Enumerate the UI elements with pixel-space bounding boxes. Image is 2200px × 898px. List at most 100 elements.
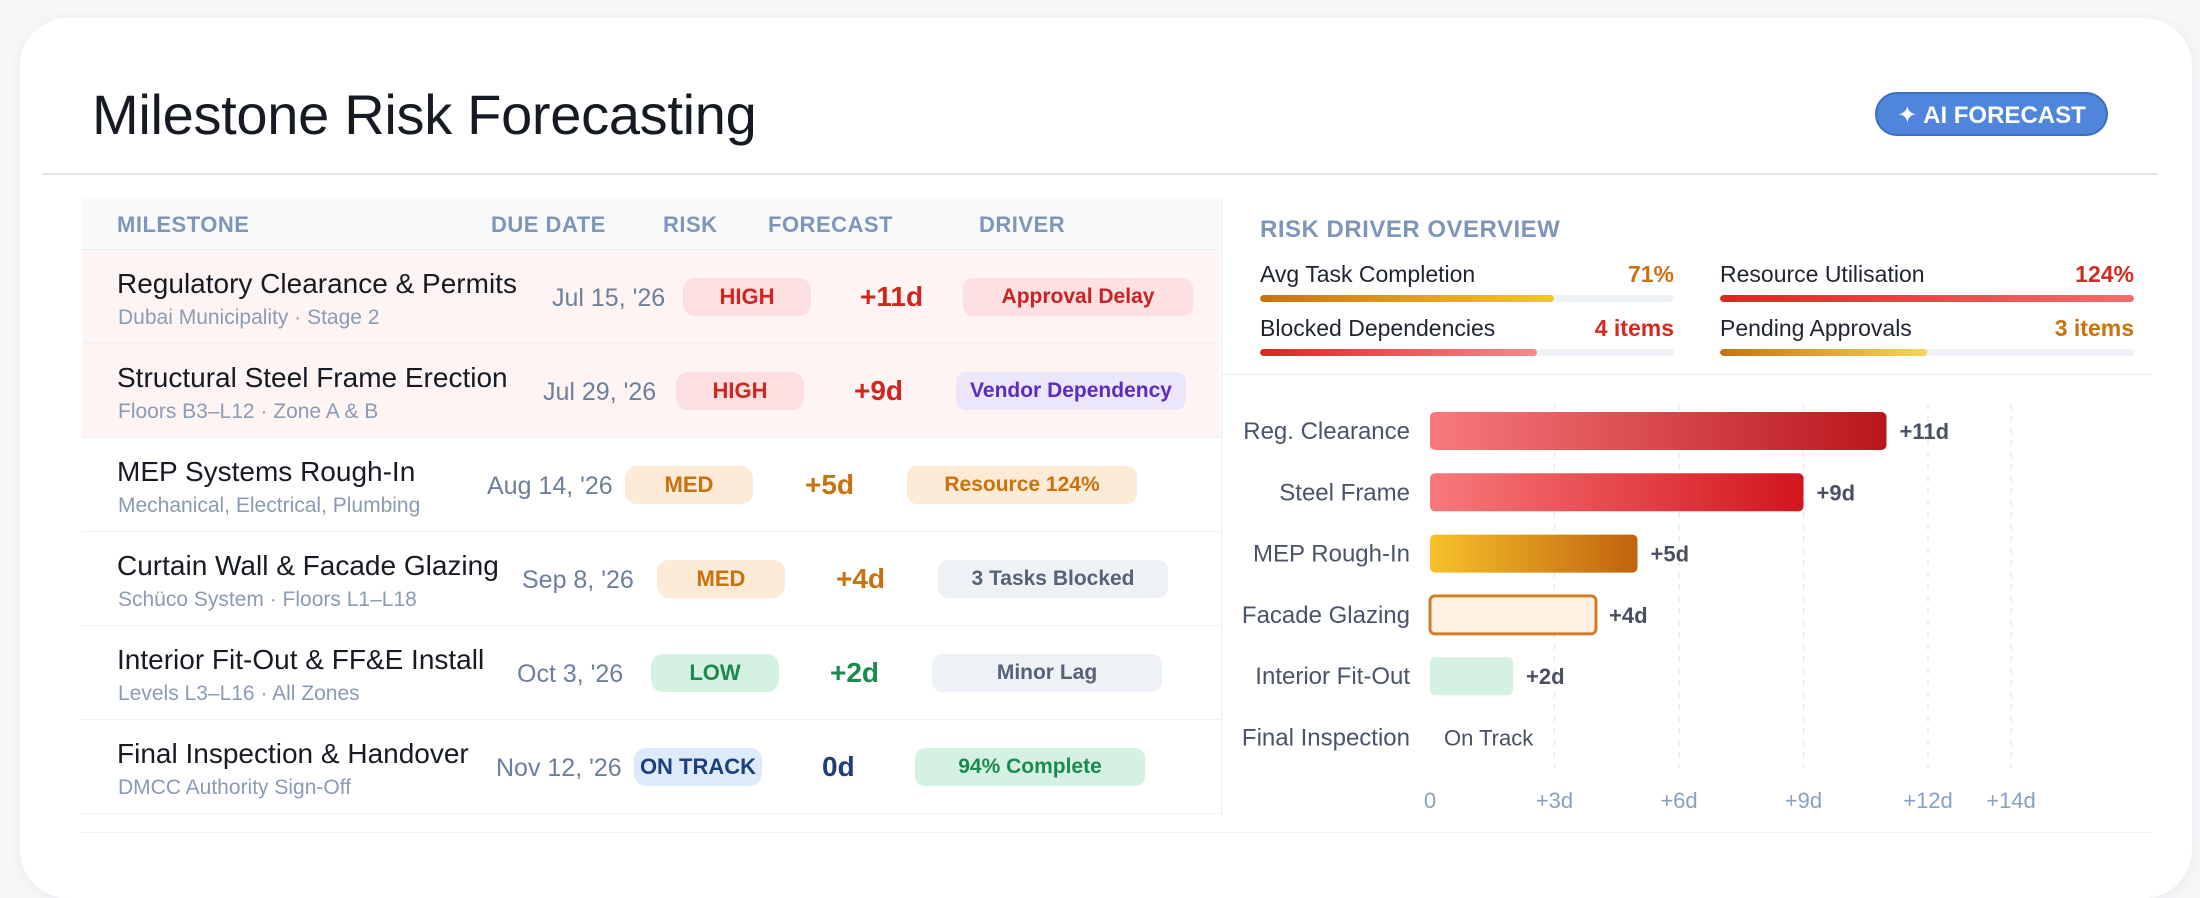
delay-bar[interactable] bbox=[1428, 594, 1598, 636]
table-row[interactable]: Interior Fit-Out & FF&E Install Levels L… bbox=[82, 626, 1220, 720]
metric-label: Avg Task Completion bbox=[1260, 261, 1476, 287]
forecast-delay: +11d bbox=[860, 281, 924, 312]
due-date: Nov 12, '26 bbox=[496, 754, 622, 782]
milestone-subtitle: Floors B3–L12 · Zone A & B bbox=[118, 400, 379, 423]
risk-badge: HIGH bbox=[676, 372, 804, 410]
milestone-subtitle: Dubai Municipality · Stage 2 bbox=[118, 306, 380, 329]
header-divider bbox=[42, 173, 2158, 175]
category-label: Reg. Clearance bbox=[1243, 418, 1410, 445]
metric-value: 4 items bbox=[1594, 315, 1674, 341]
table-row[interactable]: MEP Systems Rough-In Mechanical, Electri… bbox=[82, 438, 1220, 532]
bar-value-label: +4d bbox=[1609, 603, 1648, 628]
metric-value: 71% bbox=[1627, 261, 1674, 287]
risk-driver-panel: RISK DRIVER OVERVIEW Avg Task Completion… bbox=[1222, 198, 2152, 818]
x-tick-label: +14d bbox=[1986, 788, 2036, 813]
milestone-name: MEP Systems Rough-In bbox=[117, 456, 416, 487]
milestone-name: Structural Steel Frame Erection bbox=[117, 362, 508, 393]
overview-title: RISK DRIVER OVERVIEW bbox=[1260, 216, 1561, 243]
due-date: Jul 29, '26 bbox=[543, 378, 657, 406]
page-title: Milestone Risk Forecasting bbox=[92, 83, 757, 146]
forecast-delay: +9d bbox=[854, 375, 904, 406]
metric-pending-approvals: Pending Approvals 3 items bbox=[1720, 315, 2134, 365]
risk-badge: ON TRACK bbox=[634, 748, 762, 786]
category-label: Interior Fit-Out bbox=[1255, 663, 1410, 690]
bar-value-label: On Track bbox=[1444, 726, 1534, 751]
x-tick-label: +9d bbox=[1785, 788, 1822, 813]
metric-track bbox=[1720, 295, 2134, 302]
table-row[interactable]: Final Inspection & Handover DMCC Authori… bbox=[82, 720, 1220, 814]
metric-label: Pending Approvals bbox=[1720, 315, 1912, 341]
metric-fill bbox=[1260, 349, 1538, 356]
forecast-delay: 0d bbox=[822, 751, 855, 782]
milestone-name: Final Inspection & Handover bbox=[117, 738, 469, 769]
delay-bar[interactable] bbox=[1430, 657, 1513, 696]
risk-badge: HIGH bbox=[683, 278, 811, 316]
forecast-delay: +4d bbox=[836, 563, 886, 594]
driver-badge: 94% Complete bbox=[915, 748, 1145, 786]
bar-value-label: +5d bbox=[1651, 542, 1690, 567]
bar-value-label: +11d bbox=[1900, 419, 1950, 444]
table-row[interactable]: Regulatory Clearance & Permits Dubai Mun… bbox=[82, 250, 1220, 344]
col-forecast[interactable]: FORECAST bbox=[768, 212, 893, 237]
due-date: Aug 14, '26 bbox=[487, 472, 613, 500]
metric-resource-utilisation: Resource Utilisation 124% bbox=[1720, 261, 2134, 311]
metric-blocked-dependencies: Blocked Dependencies 4 items bbox=[1260, 315, 1674, 365]
metric-label: Resource Utilisation bbox=[1720, 261, 1925, 287]
metric-fill bbox=[1260, 295, 1554, 302]
x-tick-label: +12d bbox=[1903, 788, 1953, 813]
delay-bar[interactable] bbox=[1430, 412, 1887, 450]
col-milestone[interactable]: MILESTONE bbox=[117, 212, 250, 237]
delay-bar[interactable] bbox=[1430, 473, 1804, 512]
metric-fill bbox=[1720, 349, 1927, 356]
due-date: Sep 8, '26 bbox=[522, 566, 634, 594]
metric-track bbox=[1720, 349, 2134, 356]
driver-badge: Resource 124% bbox=[907, 466, 1137, 504]
category-label: Steel Frame bbox=[1279, 479, 1410, 506]
category-label: Final Inspection bbox=[1242, 725, 1410, 752]
metric-value: 124% bbox=[2075, 261, 2134, 287]
milestone-subtitle: Schüco System · Floors L1–L18 bbox=[118, 588, 417, 611]
col-risk[interactable]: RISK bbox=[663, 212, 718, 237]
delay-bar-chart: 0 +3d +6d +9d +12d +14d Reg. Clearance +11d Stee… bbox=[1242, 404, 2036, 813]
delay-bar[interactable] bbox=[1430, 534, 1638, 573]
x-tick-label: 0 bbox=[1424, 788, 1436, 813]
metric-label: Blocked Dependencies bbox=[1260, 315, 1496, 341]
driver-badge: Approval Delay bbox=[963, 278, 1193, 316]
table-row[interactable]: Structural Steel Frame Erection Floors B… bbox=[82, 344, 1220, 438]
risk-badge: MED bbox=[657, 560, 785, 598]
metric-fill bbox=[1720, 295, 2134, 302]
x-tick-label: +6d bbox=[1660, 788, 1697, 813]
table-header: MILESTONE DUE DATE RISK FORECAST DRIVER bbox=[82, 198, 1220, 250]
milestone-subtitle: Mechanical, Electrical, Plumbing bbox=[118, 494, 421, 517]
col-driver[interactable]: DRIVER bbox=[979, 212, 1066, 237]
risk-badge: LOW bbox=[651, 654, 779, 692]
milestone-name: Interior Fit-Out & FF&E Install bbox=[117, 644, 485, 675]
milestone-name: Regulatory Clearance & Permits bbox=[117, 268, 517, 299]
metric-avg-task-completion: Avg Task Completion 71% bbox=[1260, 261, 1674, 311]
bottom-divider bbox=[82, 832, 2152, 833]
bar-value-label: +2d bbox=[1526, 664, 1565, 689]
table-row[interactable]: Curtain Wall & Facade Glazing Schüco Sys… bbox=[82, 532, 1220, 626]
overview-divider bbox=[1222, 374, 2152, 375]
milestone-subtitle: Levels L3–L16 · All Zones bbox=[118, 682, 360, 705]
metric-track bbox=[1260, 349, 1674, 356]
forecast-delay: +2d bbox=[830, 657, 880, 688]
milestone-name: Curtain Wall & Facade Glazing bbox=[117, 550, 499, 581]
metric-value: 3 items bbox=[2054, 315, 2134, 341]
forecast-delay: +5d bbox=[805, 469, 855, 500]
milestone-table: MILESTONE DUE DATE RISK FORECAST DRIVER … bbox=[82, 198, 1220, 814]
x-tick-label: +3d bbox=[1536, 788, 1573, 813]
due-date: Jul 15, '26 bbox=[552, 284, 666, 312]
risk-badge: MED bbox=[625, 466, 753, 504]
col-due-date[interactable]: DUE DATE bbox=[491, 212, 606, 237]
driver-badge: 3 Tasks Blocked bbox=[938, 560, 1168, 598]
category-label: MEP Rough-In bbox=[1253, 541, 1410, 568]
driver-badge: Vendor Dependency bbox=[956, 372, 1186, 410]
ai-forecast-badge[interactable]: ✦ AI FORECAST bbox=[1875, 92, 2108, 136]
driver-badge: Minor Lag bbox=[932, 654, 1162, 692]
bar-value-label: +9d bbox=[1817, 480, 1856, 505]
panel-divider bbox=[1221, 198, 1222, 816]
metric-track bbox=[1260, 295, 1674, 302]
category-label: Facade Glazing bbox=[1242, 602, 1410, 629]
due-date: Oct 3, '26 bbox=[517, 660, 624, 688]
